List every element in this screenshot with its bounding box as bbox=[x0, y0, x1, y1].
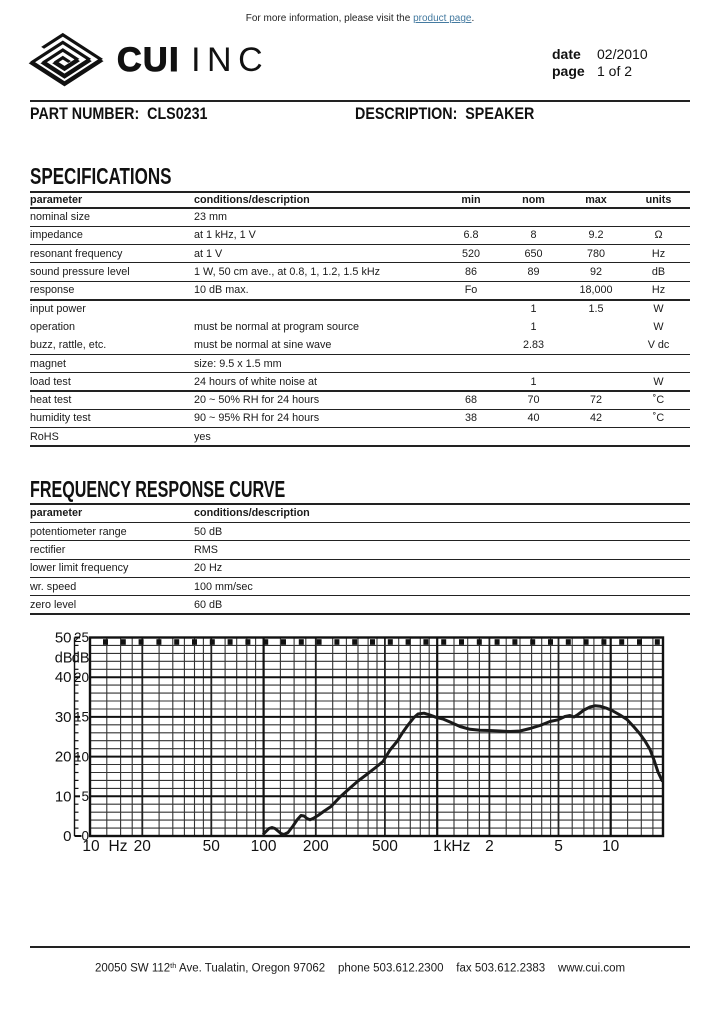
svg-text:10: 10 bbox=[55, 788, 72, 805]
svg-text:40: 40 bbox=[55, 669, 72, 686]
svg-text:100: 100 bbox=[251, 838, 277, 855]
svg-text:1: 1 bbox=[433, 838, 442, 855]
svg-text:dB: dB bbox=[55, 651, 73, 667]
svg-text:0: 0 bbox=[81, 829, 89, 844]
svg-text:2: 2 bbox=[485, 838, 494, 855]
svg-text:10: 10 bbox=[82, 838, 100, 855]
svg-text:20: 20 bbox=[55, 749, 72, 766]
svg-text:kHz: kHz bbox=[444, 838, 471, 855]
svg-text:500: 500 bbox=[372, 838, 398, 855]
svg-text:0: 0 bbox=[63, 828, 71, 845]
svg-text:dB: dB bbox=[72, 651, 90, 667]
svg-text:25: 25 bbox=[74, 630, 89, 645]
svg-text:15: 15 bbox=[74, 710, 89, 725]
svg-text:10: 10 bbox=[602, 838, 620, 855]
svg-text:20: 20 bbox=[134, 838, 152, 855]
svg-text:5: 5 bbox=[81, 789, 89, 804]
svg-text:5: 5 bbox=[554, 838, 563, 855]
svg-text:10: 10 bbox=[74, 749, 89, 764]
svg-text:50: 50 bbox=[55, 630, 72, 647]
svg-text:20: 20 bbox=[74, 670, 89, 685]
svg-text:Hz: Hz bbox=[109, 838, 128, 855]
svg-text:50: 50 bbox=[203, 838, 221, 855]
svg-text:30: 30 bbox=[55, 709, 72, 726]
svg-text:200: 200 bbox=[303, 838, 329, 855]
